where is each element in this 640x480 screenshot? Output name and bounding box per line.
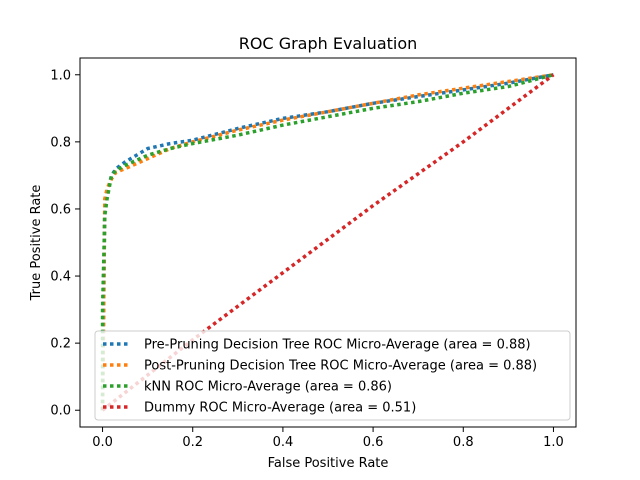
y-axis-label: True Positive Rate bbox=[29, 185, 44, 302]
legend-label-1: Post-Pruning Decision Tree ROC Micro-Ave… bbox=[144, 359, 537, 374]
legend-label-3: Dummy ROC Micro-Average (area = 0.51) bbox=[144, 401, 416, 416]
series-layer bbox=[100, 73, 555, 412]
y-tick-label: 0.2 bbox=[50, 337, 71, 352]
y-tick-label: 0.8 bbox=[50, 135, 71, 150]
legend-box bbox=[94, 330, 571, 421]
series-line-2 bbox=[100, 73, 554, 411]
y-tick-label: 0.0 bbox=[50, 404, 71, 419]
plot-frame bbox=[79, 57, 577, 428]
legend-label-0: Pre-Pruning Decision Tree ROC Micro-Aver… bbox=[144, 338, 531, 353]
y-tick-label: 0.4 bbox=[50, 270, 71, 285]
legend: Pre-Pruning Decision Tree ROC Micro-Aver… bbox=[94, 330, 571, 421]
legend-entries: Pre-Pruning Decision Tree ROC Micro-Aver… bbox=[103, 338, 537, 416]
series-line-3 bbox=[101, 73, 555, 412]
x-tick-label: 0.0 bbox=[92, 435, 113, 450]
x-tick-label: 0.2 bbox=[182, 435, 203, 450]
y-tick-label: 0.6 bbox=[50, 202, 71, 217]
chart-title: ROC Graph Evaluation bbox=[239, 34, 418, 53]
x-tick-label: 1.0 bbox=[543, 435, 564, 450]
x-tick-label: 0.8 bbox=[453, 435, 474, 450]
x-axis-label: False Positive Rate bbox=[268, 456, 389, 471]
y-axis-ticks: 0.0 0.2 0.4 0.6 0.8 1.0 bbox=[50, 68, 80, 419]
x-tick-label: 0.6 bbox=[363, 435, 384, 450]
legend-label-2: kNN ROC Micro-Average (area = 0.86) bbox=[144, 380, 392, 395]
x-tick-label: 0.4 bbox=[273, 435, 294, 450]
y-tick-label: 1.0 bbox=[50, 68, 71, 83]
x-axis-ticks: 0.0 0.2 0.4 0.6 0.8 1.0 bbox=[92, 427, 564, 450]
